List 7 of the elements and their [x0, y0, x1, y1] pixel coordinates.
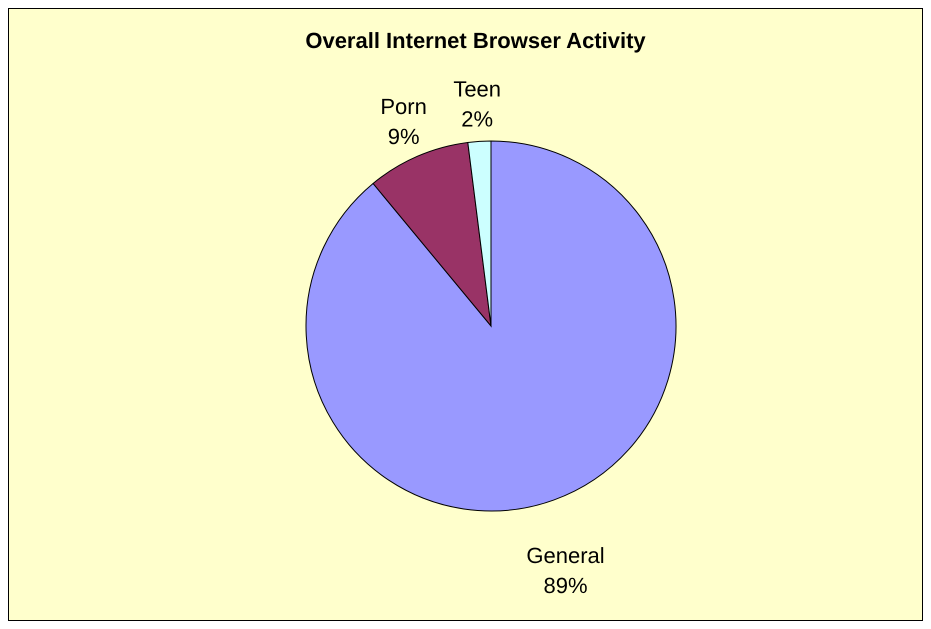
- slice-label: General: [526, 542, 605, 568]
- data-label: 9%: [388, 124, 420, 150]
- chart-title: Overall Internet Browser Activity: [305, 28, 646, 53]
- slice-label: Teen: [453, 76, 502, 102]
- data-label: 89%: [544, 572, 588, 598]
- data-label: 2%: [461, 106, 494, 132]
- slice-label: Porn: [380, 94, 427, 120]
